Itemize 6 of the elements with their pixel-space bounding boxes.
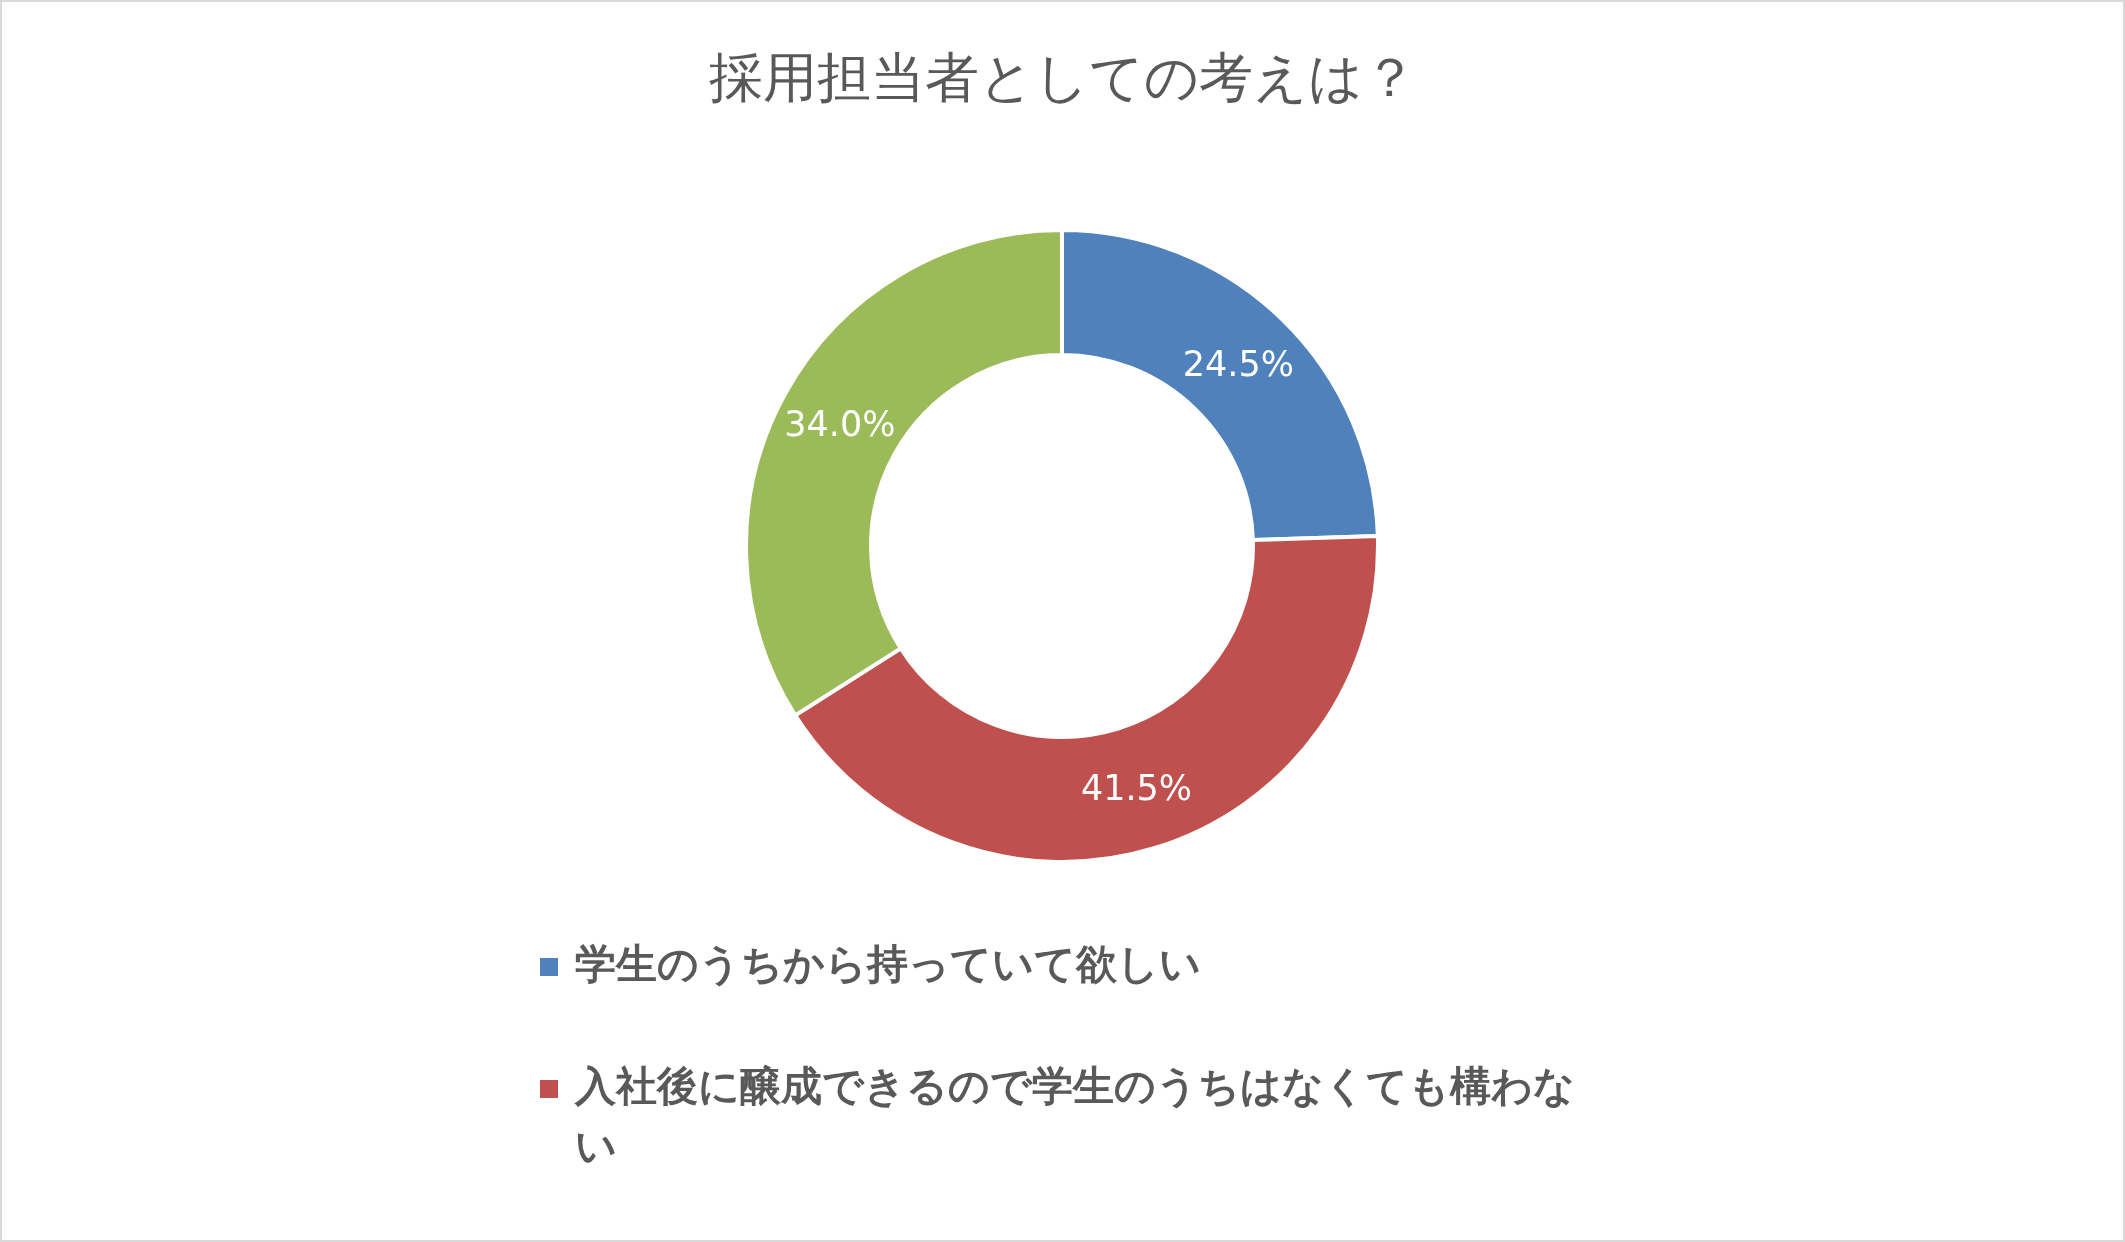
data-label: 34.0% — [784, 403, 896, 444]
legend-label: 学生のうちから持っていて欲しい — [575, 940, 1201, 988]
chart-title: 採用担当者としての考えは？ — [708, 46, 1417, 109]
data-label: 41.5% — [1080, 768, 1193, 809]
data-label: 24.5% — [1182, 343, 1295, 384]
legend-label: 入社後に醸成できるので学生のうちはなくても構わない — [574, 1062, 1575, 1170]
